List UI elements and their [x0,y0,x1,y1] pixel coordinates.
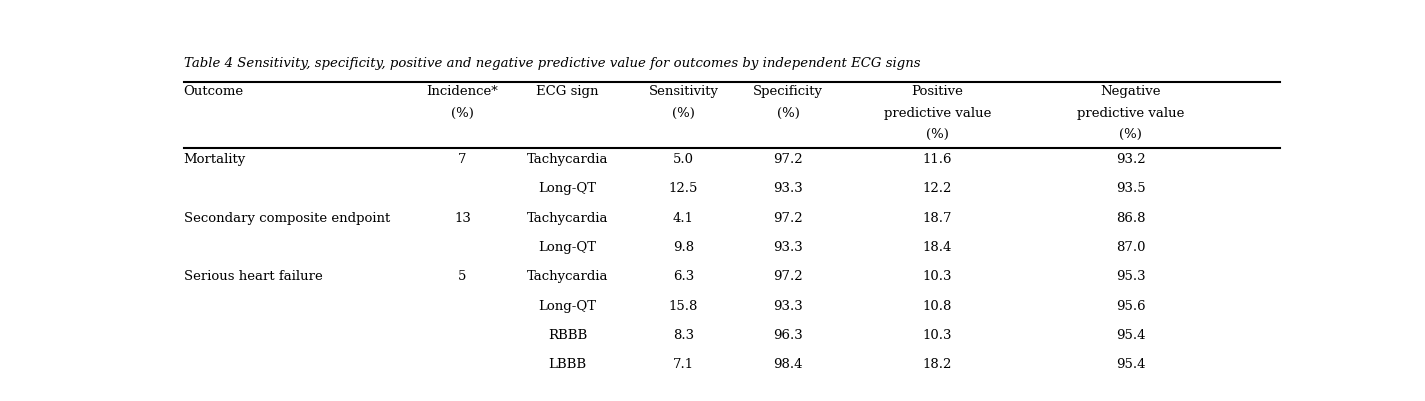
Text: (%): (%) [673,107,695,120]
Text: 6.3: 6.3 [673,270,694,284]
Text: 97.2: 97.2 [774,270,804,284]
Text: Sensitivity: Sensitivity [648,85,718,98]
Text: 4.1: 4.1 [673,212,694,225]
Text: Mortality: Mortality [184,153,247,166]
Text: 98.4: 98.4 [774,358,804,371]
Text: (%): (%) [452,107,475,120]
Text: Serious heart failure: Serious heart failure [184,270,322,284]
Text: 95.6: 95.6 [1116,300,1146,313]
Text: 10.8: 10.8 [923,300,952,313]
Text: predictive value: predictive value [1077,107,1184,120]
Text: 93.2: 93.2 [1116,153,1146,166]
Text: 97.2: 97.2 [774,153,804,166]
Text: Long-QT: Long-QT [539,182,597,195]
Text: Long-QT: Long-QT [539,300,597,313]
Text: 87.0: 87.0 [1116,241,1146,254]
Text: 93.3: 93.3 [774,182,804,195]
Text: RBBB: RBBB [547,329,587,342]
Text: 5: 5 [459,270,467,284]
Text: Long-QT: Long-QT [539,241,597,254]
Text: Secondary composite endpoint: Secondary composite endpoint [184,212,390,225]
Text: 93.3: 93.3 [774,241,804,254]
Text: 93.5: 93.5 [1116,182,1146,195]
Text: 96.3: 96.3 [774,329,804,342]
Text: 93.3: 93.3 [774,300,804,313]
Text: (%): (%) [1119,128,1141,142]
Text: 11.6: 11.6 [922,153,952,166]
Text: 97.2: 97.2 [774,212,804,225]
Text: 13: 13 [455,212,470,225]
Text: 10.3: 10.3 [922,270,952,284]
Text: 9.8: 9.8 [673,241,694,254]
Text: Tachycardia: Tachycardia [527,270,608,284]
Text: 8.3: 8.3 [673,329,694,342]
Text: 12.5: 12.5 [668,182,698,195]
Text: Negative: Negative [1100,85,1161,98]
Text: (%): (%) [926,128,949,142]
Text: 18.4: 18.4 [923,241,952,254]
Text: Incidence*: Incidence* [426,85,499,98]
Text: ECG sign: ECG sign [536,85,598,98]
Text: 7: 7 [459,153,467,166]
Text: 18.2: 18.2 [923,358,952,371]
Text: 95.3: 95.3 [1116,270,1146,284]
Text: 86.8: 86.8 [1116,212,1146,225]
Text: Positive: Positive [912,85,963,98]
Text: 5.0: 5.0 [673,153,694,166]
Text: predictive value: predictive value [884,107,990,120]
Text: (%): (%) [777,107,799,120]
Text: 12.2: 12.2 [923,182,952,195]
Text: 18.7: 18.7 [922,212,952,225]
Text: Tachycardia: Tachycardia [527,153,608,166]
Text: 7.1: 7.1 [673,358,694,371]
Text: Outcome: Outcome [184,85,244,98]
Text: 95.4: 95.4 [1116,358,1146,371]
Text: 15.8: 15.8 [668,300,698,313]
Text: 10.3: 10.3 [922,329,952,342]
Text: LBBB: LBBB [549,358,587,371]
Text: Table 4 Sensitivity, specificity, positive and negative predictive value for out: Table 4 Sensitivity, specificity, positi… [184,57,921,71]
Text: 95.4: 95.4 [1116,329,1146,342]
Text: Tachycardia: Tachycardia [527,212,608,225]
Text: Specificity: Specificity [754,85,824,98]
